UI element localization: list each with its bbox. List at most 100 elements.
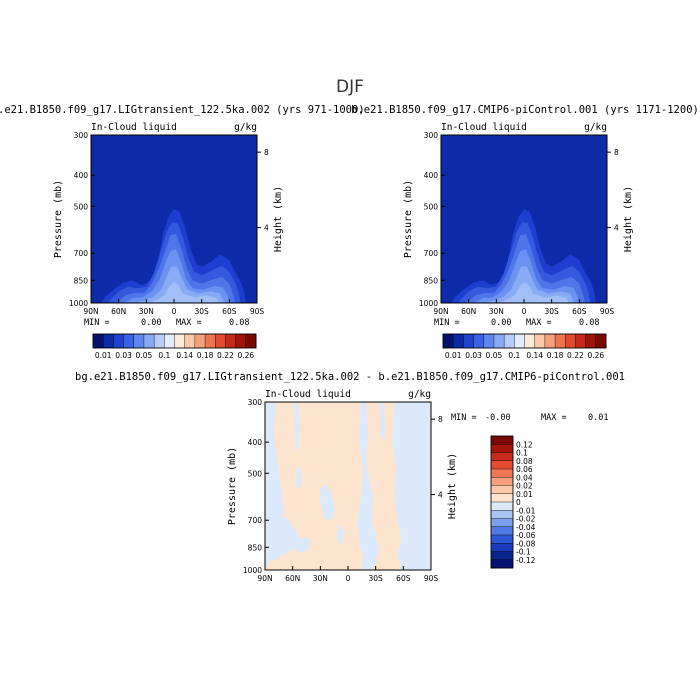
min-value: 0.00	[491, 318, 511, 328]
contour-level-0.05	[485, 266, 574, 303]
y-axis-title: Pressure (mb)	[403, 180, 414, 258]
y-tick-label: 1000	[243, 566, 262, 575]
y-tick-label: 300	[424, 131, 439, 140]
y-axis-title: Pressure (mb)	[227, 447, 238, 525]
x-tick-label: 60N	[111, 307, 126, 316]
contour-level-0.06	[148, 282, 219, 303]
y2-tick-label: 4	[614, 224, 619, 233]
colorbar-swatch	[490, 477, 514, 487]
y-tick-label: 500	[248, 469, 263, 478]
y2-tick-label: 8	[614, 148, 619, 157]
max-label: MAX =	[541, 413, 567, 423]
colorbar-swatch	[483, 333, 495, 349]
colorbar-label: 0.05	[486, 351, 503, 360]
colorbar-swatch	[490, 518, 514, 528]
colorbar-swatch	[490, 460, 514, 470]
y-tick-label: 850	[74, 276, 89, 285]
y-axis-title: Pressure (mb)	[53, 180, 64, 258]
x-tick-label: 30N	[313, 574, 328, 583]
colorbar-label: 0.1	[158, 351, 170, 360]
colorbar-label: -0.08	[516, 539, 536, 548]
panel-title: b.e21.B1850.f09_g17.CMIP6-piControl.001 …	[351, 104, 699, 116]
colorbar-swatch	[490, 493, 514, 503]
colorbar-frame	[92, 333, 257, 349]
units-label: g/kg	[234, 122, 257, 133]
panel-title: bg.e21.B1850.f09_g17.LIGtransient_122.5k…	[0, 104, 365, 116]
max-value: 0.08	[229, 318, 249, 328]
y2-axis-title: Height (km)	[447, 453, 458, 519]
field-label: In-Cloud liquid	[265, 389, 351, 400]
colorbar-label: -0.02	[516, 515, 536, 524]
colorbar-label: 0.02	[516, 482, 533, 491]
colorbar-label: -0.1	[516, 548, 531, 557]
region-negative-5	[336, 524, 345, 544]
y-tick-label: 400	[248, 438, 263, 447]
colorbar-swatch	[554, 333, 566, 349]
x-tick-label: 90S	[250, 307, 265, 316]
colorbar-swatch	[102, 333, 114, 349]
colorbar-swatch	[490, 543, 514, 553]
colorbar-swatch	[490, 510, 514, 520]
x-tick-label: 60N	[285, 574, 300, 583]
y-tick-label: 1000	[69, 299, 88, 308]
colorbar-swatch	[143, 333, 155, 349]
x-tick-label: 60N	[461, 307, 476, 316]
colorbar-swatch	[585, 333, 597, 349]
x-tick-label: 60S	[222, 307, 237, 316]
x-tick-label: 90N	[257, 574, 272, 583]
colorbar-swatch	[164, 333, 175, 349]
max-value: 0.01	[588, 413, 608, 423]
y-tick-label: 1000	[419, 299, 438, 308]
y-tick-label: 700	[424, 249, 439, 258]
x-tick-label: 60S	[396, 574, 411, 583]
colorbar-swatch	[490, 435, 514, 445]
colorbar-swatch	[490, 452, 514, 462]
x-tick-label: 90S	[424, 574, 439, 583]
y-tick-label: 850	[248, 543, 263, 552]
x-tick-label: 0	[522, 307, 527, 316]
colorbar-swatch	[503, 333, 515, 349]
colorbar-swatch	[490, 485, 514, 495]
colorbar-swatch	[215, 333, 226, 349]
colorbar-swatch	[575, 333, 587, 349]
y-tick-label: 400	[424, 171, 439, 180]
colorbar-swatch	[184, 333, 196, 349]
contour-group	[102, 209, 246, 303]
y-tick-label: 300	[74, 131, 89, 140]
min-label: MIN =	[434, 318, 460, 328]
colorbar-label: 0.01	[445, 351, 462, 360]
y-tick-label: 700	[74, 249, 89, 258]
colorbar-swatch	[490, 551, 514, 561]
colorbar-swatch	[113, 333, 125, 349]
x-tick-label: 90N	[83, 307, 98, 316]
min-value: 0.00	[141, 318, 161, 328]
colorbar: 0.120.10.080.060.040.020.010-0.01-0.02-0…	[490, 435, 536, 569]
max-value: 0.08	[579, 318, 599, 328]
colorbar-frame	[490, 435, 514, 569]
colorbar-label: 0	[516, 498, 521, 507]
colorbar-swatch	[565, 333, 576, 349]
region-negative-3	[266, 498, 312, 562]
colorbar-swatch	[225, 333, 237, 349]
panels-group: bg.e21.B1850.f09_g17.LIGtransient_122.5k…	[0, 104, 699, 583]
y2-tick-label: 8	[264, 148, 269, 157]
colorbar-label: 0.06	[516, 465, 533, 474]
colorbar-swatch	[452, 333, 464, 349]
colorbar: 0.01 0.03 0.05 0.1 0.14 0.18 0.22 0.26	[92, 333, 257, 360]
colorbar-swatch	[514, 333, 525, 349]
colorbar-label: 0.1	[516, 449, 528, 458]
colorbar-swatch	[490, 468, 514, 478]
contour-level-0.05	[135, 266, 224, 303]
x-tick-label: 90S	[600, 307, 615, 316]
max-label: MAX =	[526, 318, 552, 328]
colorbar-swatch	[490, 501, 514, 511]
colorbar-label: 0.05	[136, 351, 153, 360]
min-value: -0.00	[485, 413, 511, 423]
colorbar-swatch	[595, 333, 607, 349]
colorbar-label: -0.12	[516, 556, 536, 565]
colorbar-label: -0.04	[516, 523, 536, 532]
min-label: MIN =	[84, 318, 110, 328]
region-negative-6	[357, 402, 380, 570]
x-tick-label: 0	[172, 307, 177, 316]
